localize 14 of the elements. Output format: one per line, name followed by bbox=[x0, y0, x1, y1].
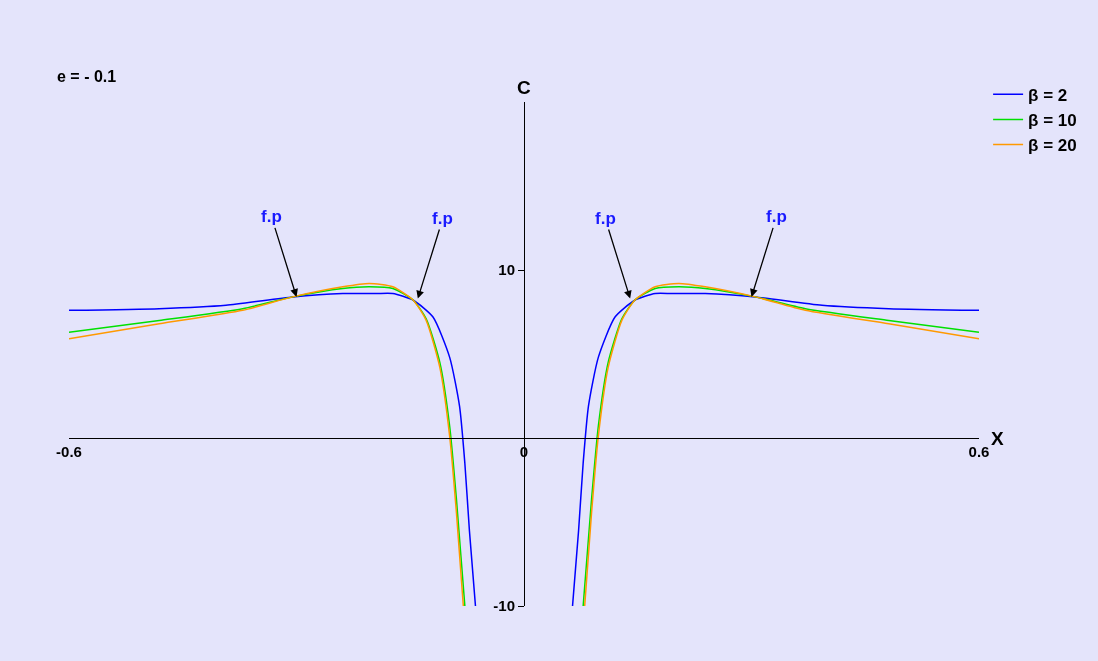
annotation: f.p bbox=[595, 209, 616, 228]
y-axis-title: C bbox=[517, 77, 531, 98]
x-tick-label: -0.6 bbox=[56, 443, 82, 460]
legend-label: β = 20 bbox=[1028, 136, 1077, 156]
text: e = - 0.1 bbox=[57, 68, 117, 85]
x-axis-title: X bbox=[991, 428, 1004, 449]
annotation: f.p bbox=[261, 207, 282, 226]
annotation: f.p bbox=[766, 207, 787, 226]
legend-label: β = 10 bbox=[1028, 111, 1077, 131]
y-tick-label: -10 bbox=[493, 597, 515, 615]
annotation: f.p bbox=[432, 209, 453, 228]
legend-label: β = 2 bbox=[1028, 85, 1068, 105]
y-tick-label: 10 bbox=[498, 261, 515, 279]
x-tick-label: 0.6 bbox=[968, 443, 990, 460]
